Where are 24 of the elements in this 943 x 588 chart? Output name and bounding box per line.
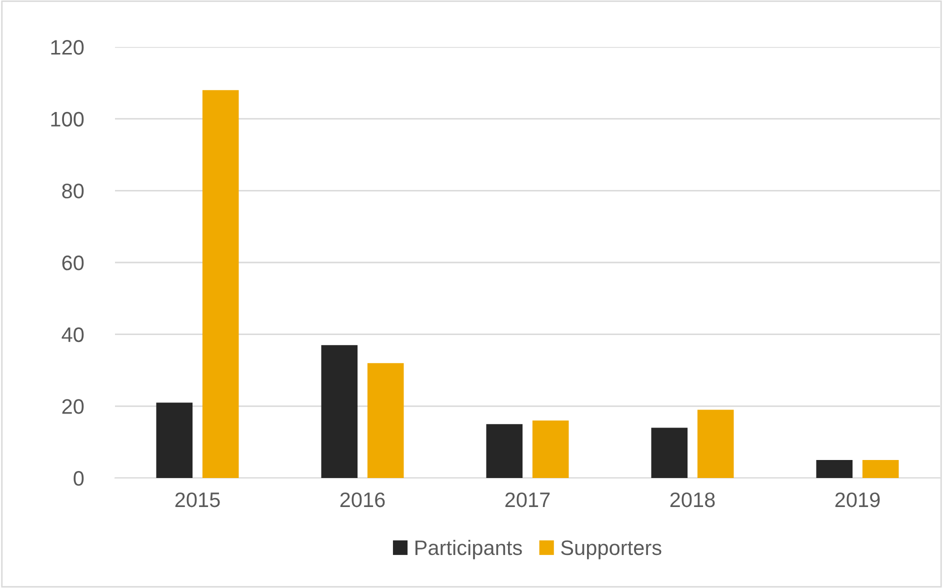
legend-label: Supporters	[561, 540, 662, 560]
bar	[156, 402, 193, 478]
y-tick-label: 80	[62, 184, 84, 198]
bar	[532, 420, 569, 478]
x-tick-label: 2016	[340, 492, 385, 508]
bar	[651, 428, 688, 478]
y-tick-label: 60	[62, 256, 84, 270]
bar	[816, 460, 853, 478]
x-tick-label: 2019	[835, 492, 880, 508]
legend-label: Participants	[416, 540, 522, 560]
x-tick-label: 2017	[505, 492, 550, 508]
x-tick-label: 2015	[175, 492, 220, 508]
y-tick-label: 0	[74, 471, 84, 486]
bar	[321, 345, 358, 478]
bar	[202, 90, 239, 478]
y-tick-label: 40	[62, 327, 84, 342]
x-tick-label: 2018	[670, 492, 715, 508]
y-tick-label: 120	[51, 40, 84, 55]
bar	[697, 410, 734, 478]
bar	[862, 460, 899, 478]
bar	[367, 363, 404, 478]
y-tick-label: 20	[62, 399, 84, 414]
y-tick-label: 100	[51, 112, 84, 127]
bar	[486, 424, 523, 478]
